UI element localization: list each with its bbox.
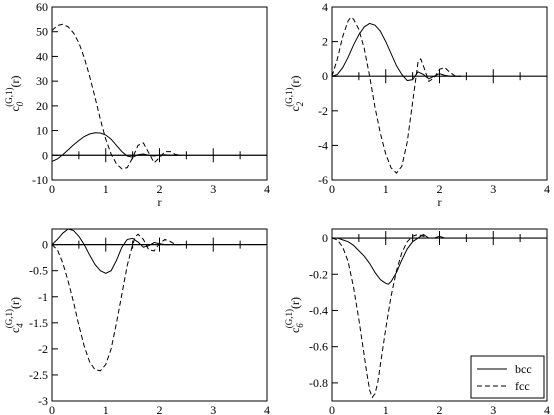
- x-tick-label: 4: [264, 403, 270, 415]
- y-tick-label: -1: [38, 290, 48, 304]
- y-tick-label: -10: [32, 173, 48, 187]
- y-axis-label: c4(G,1)(r): [4, 297, 25, 333]
- legend-label-bcc: bcc: [515, 362, 532, 376]
- y-tick-label: 20: [36, 99, 48, 113]
- y-tick-label: -2: [38, 342, 48, 356]
- x-tick-label: 2: [437, 403, 443, 415]
- series-line-fcc: [331, 233, 461, 399]
- x-axis-label: r: [438, 195, 442, 209]
- plot-frame: [331, 228, 548, 402]
- series-line-fcc: [331, 16, 461, 174]
- y-tick-label: 40: [36, 49, 48, 63]
- y-tick-label: -3: [38, 394, 48, 408]
- y-tick-label: -0.5: [29, 264, 48, 278]
- series-line-bcc: [51, 228, 181, 274]
- plot-frame: [331, 6, 548, 181]
- y-tick-label: -1.5: [29, 316, 48, 330]
- x-tick-label: 3: [210, 403, 216, 415]
- series-line-bcc: [332, 233, 461, 285]
- x-tick-label: 3: [490, 182, 496, 196]
- x-tick-label: 1: [383, 403, 389, 415]
- series-line-fcc: [51, 23, 182, 170]
- chart-panel-top-right: 0 1 2 3 4 -6 -4 -2 0 2 4 r c2(G,1)(r): [284, 0, 550, 209]
- y-tick-label: 4: [322, 0, 328, 14]
- y-tick-label: 0: [42, 148, 48, 162]
- y-tick-label: -2: [318, 104, 328, 118]
- y-tick-label: 50: [36, 25, 48, 39]
- y-tick-label: -0.6: [309, 340, 328, 354]
- x-tick-label: 0: [49, 182, 55, 196]
- legend: bcc fcc: [470, 355, 545, 399]
- x-tick-label: 2: [157, 403, 163, 415]
- x-tick-label: 3: [210, 182, 216, 196]
- y-tick-label: 10: [36, 124, 48, 138]
- x-tick-label: 3: [490, 403, 496, 415]
- legend-label-fcc: fcc: [515, 379, 530, 393]
- plot-frame: [51, 6, 268, 181]
- x-tick-label: 1: [103, 403, 109, 415]
- series-line-fcc: [51, 233, 181, 372]
- y-tick-label: 0: [322, 69, 328, 83]
- legend-box: [470, 355, 545, 399]
- x-tick-label: 1: [103, 182, 109, 196]
- x-tick-label: 0: [329, 403, 335, 415]
- x-tick-label: 2: [437, 182, 443, 196]
- x-tick-label: 0: [49, 403, 55, 415]
- series-line-bcc: [331, 22, 461, 82]
- y-axis-label: c0(G,1)(r): [4, 75, 25, 111]
- series-line-bcc: [51, 132, 181, 162]
- y-tick-label: -2.5: [29, 368, 48, 382]
- y-axis-label: c6(G,1)(r): [284, 297, 305, 333]
- x-axis-label: r: [158, 195, 162, 209]
- x-tick-label: 4: [544, 403, 550, 415]
- x-tick-label: 0: [329, 182, 335, 196]
- y-tick-label: -6: [318, 173, 328, 187]
- x-tick-label: 4: [544, 182, 550, 196]
- y-tick-label: 30: [36, 74, 48, 88]
- y-tick-label: 2: [322, 35, 328, 49]
- y-tick-label: -0.8: [309, 376, 328, 390]
- y-tick-label: -0.4: [309, 303, 328, 317]
- y-tick-label: -0.2: [309, 267, 328, 281]
- y-tick-label: -4: [318, 138, 328, 152]
- y-axis-label: c2(G,1)(r): [284, 75, 305, 111]
- x-tick-label: 4: [264, 182, 270, 196]
- y-tick-label: 60: [36, 0, 48, 14]
- y-tick-label: 0: [42, 238, 48, 252]
- y-tick-label: 0: [322, 231, 328, 245]
- plot-frame: [51, 228, 268, 402]
- x-tick-label: 2: [157, 182, 163, 196]
- x-tick-label: 1: [383, 182, 389, 196]
